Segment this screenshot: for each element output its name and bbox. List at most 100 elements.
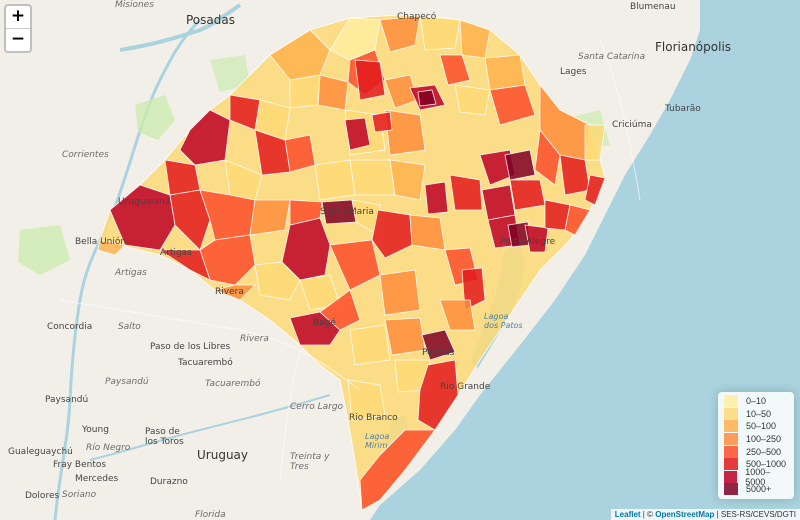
municipality[interactable] [329, 17, 381, 61]
municipality[interactable] [449, 174, 483, 211]
legend-label: 0–10 [746, 396, 767, 407]
municipality[interactable] [254, 261, 301, 301]
municipality[interactable] [158, 249, 211, 281]
municipality[interactable] [489, 84, 536, 126]
place-florida: Florida [195, 510, 226, 520]
zoom-in-button[interactable]: + [10, 6, 26, 26]
place-tacuarembo: Tacuarembó [178, 358, 233, 368]
municipality[interactable] [419, 15, 461, 51]
roads [59, 39, 641, 481]
municipality[interactable] [379, 269, 421, 316]
place-concordia: Concordia [47, 322, 93, 332]
municipality[interactable] [417, 89, 437, 107]
municipality[interactable] [213, 284, 256, 301]
place-posadas: Posadas [186, 13, 235, 27]
place-porto-alegre: Porto Alegre [500, 237, 556, 247]
municipality[interactable] [509, 179, 546, 211]
place-artigas: Artigas [160, 248, 192, 258]
zoom-out-button[interactable]: − [6, 28, 30, 51]
municipality[interactable] [289, 74, 321, 109]
municipality[interactable] [421, 329, 456, 361]
openstreetmap-link[interactable]: OpenStreetMap [655, 510, 715, 519]
municipality[interactable] [371, 111, 393, 133]
municipality[interactable] [359, 429, 436, 511]
place-uruguaiana: Uruguaiana [118, 197, 171, 207]
municipality[interactable] [344, 117, 371, 151]
place-criciuma: Criciúma [612, 120, 652, 130]
municipality[interactable] [314, 159, 356, 201]
legend-item: 50–100 [724, 420, 788, 433]
choropleth-layer[interactable] [97, 14, 606, 511]
municipality[interactable] [504, 149, 536, 181]
municipality[interactable] [534, 129, 561, 186]
place-paso-de-los-libres: Paso de los Libres [150, 342, 231, 352]
place-dolores: Dolores [25, 491, 60, 501]
attribution: Leaflet | © OpenStreetMap | SES-RS/CEVS/… [610, 509, 800, 520]
municipality[interactable] [584, 174, 606, 206]
place-lagoa-dos-patos: Lagoa dos Patos [484, 312, 523, 330]
legend-item: 5000+ [724, 483, 788, 496]
municipality[interactable] [179, 109, 231, 166]
place-chapeco: Chapecó [397, 12, 437, 22]
municipality[interactable] [254, 129, 291, 176]
leaflet-link[interactable]: Leaflet [614, 510, 641, 519]
municipality[interactable] [484, 54, 526, 91]
municipality[interactable] [349, 324, 391, 366]
municipality[interactable] [379, 15, 421, 53]
place-young: Young [82, 425, 109, 435]
municipality[interactable] [371, 209, 413, 259]
municipality[interactable] [389, 159, 426, 201]
place-lagoa-mirim: Lagoa Mirim [365, 432, 390, 450]
legend-item: 250–500 [724, 445, 788, 458]
place-soriano: Soriano [62, 490, 97, 500]
municipality[interactable] [409, 214, 446, 251]
attribution-source: | SES-RS/CEVS/DGTI [714, 510, 796, 519]
legend-item: 1000–5000 [724, 467, 788, 487]
place-santa-catarina: Santa Catarina [578, 52, 646, 62]
municipality[interactable] [454, 84, 491, 116]
municipality[interactable] [269, 29, 331, 81]
municipality[interactable] [354, 59, 386, 101]
municipality[interactable] [169, 189, 211, 251]
place-rio-negro: Río Negro [86, 443, 131, 453]
municipality[interactable] [347, 379, 386, 421]
place-rivera-dept: Rivera [240, 334, 269, 344]
place-pelotas: Pelotas [422, 348, 455, 358]
municipality[interactable] [289, 199, 323, 226]
legend-swatch [724, 458, 738, 471]
municipality[interactable] [559, 154, 591, 196]
municipality[interactable] [289, 311, 341, 346]
municipality[interactable] [424, 181, 449, 215]
municipality[interactable] [384, 317, 426, 356]
place-florianopolis: Florianópolis [655, 40, 732, 54]
municipality[interactable] [524, 224, 549, 253]
legend-label: 50–100 [746, 421, 777, 432]
municipality[interactable] [461, 267, 486, 311]
municipality[interactable] [384, 109, 426, 156]
legend-label: 500–1000 [746, 459, 787, 470]
legend-item: 10–50 [724, 407, 788, 421]
municipality[interactable] [249, 199, 291, 236]
municipality[interactable] [439, 54, 471, 86]
legend-label: 5000+ [746, 484, 772, 495]
place-lages: Lages [560, 67, 587, 77]
municipality[interactable] [459, 19, 491, 59]
park-area-3 [210, 55, 250, 92]
municipality[interactable] [564, 204, 591, 236]
place-durazno: Durazno [150, 477, 188, 487]
municipality[interactable] [97, 239, 126, 256]
municipality[interactable] [349, 159, 396, 196]
municipality[interactable] [319, 289, 361, 331]
park-area-1 [135, 95, 175, 140]
municipality[interactable] [481, 184, 516, 221]
place-rivera: Rivera [215, 287, 244, 297]
municipality[interactable] [439, 299, 476, 331]
legend-swatch [724, 470, 738, 483]
municipality[interactable] [164, 159, 201, 196]
place-paso-de-los-toros: Paso de los Toros [145, 427, 184, 447]
legend: 0–10 10–50 50–100 100–250 250–500 500–10… [718, 392, 794, 499]
municipality[interactable] [584, 124, 606, 161]
legend-swatch [724, 445, 738, 458]
